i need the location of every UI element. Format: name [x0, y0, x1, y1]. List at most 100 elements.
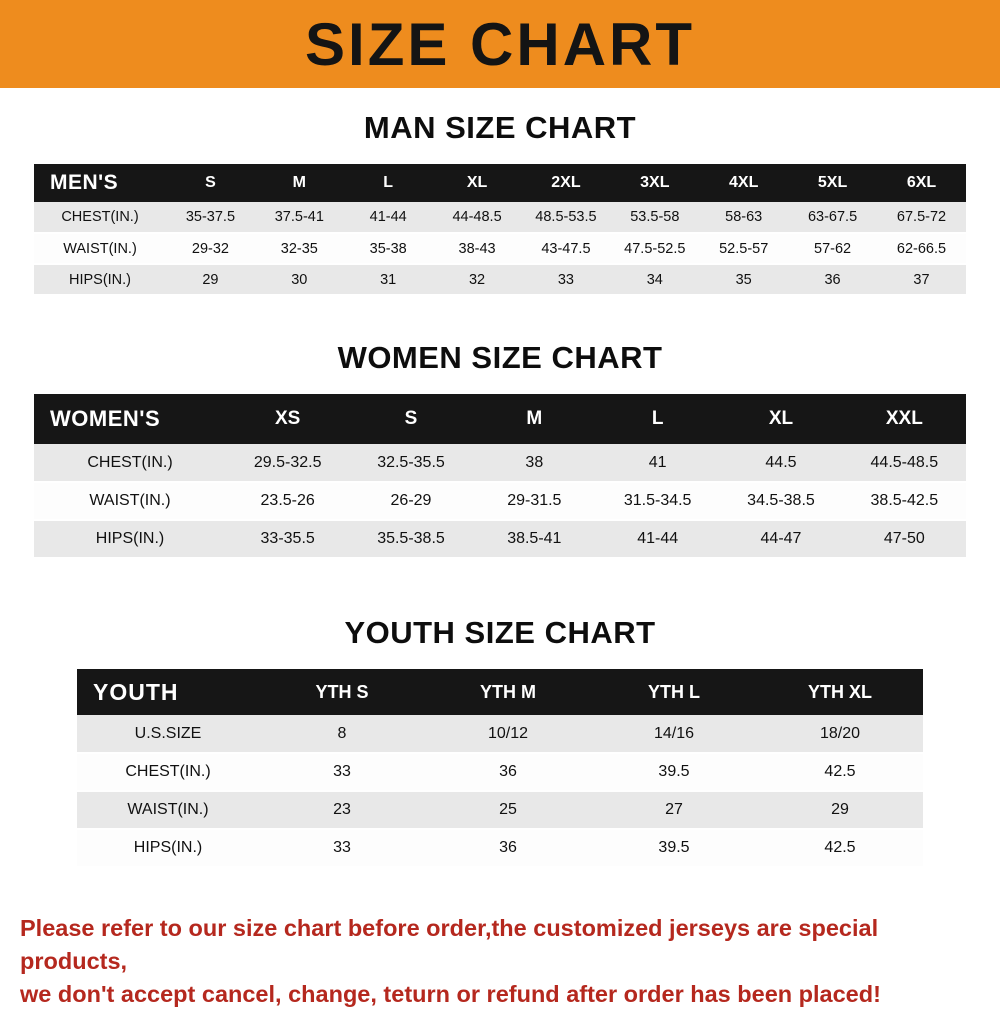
size-value: 29-32 [166, 233, 255, 265]
size-value: 42.5 [757, 753, 923, 792]
column-header: 4XL [699, 164, 789, 202]
table-row: WAIST(IN.) 29-32 32-35 35-38 38-43 43-47.5 47.… [34, 233, 966, 265]
column-header: M [254, 164, 344, 202]
man-size-section: MAN SIZE CHART MEN'S S M L XL 2XL 3XL 4XL 5XL 6XL… [0, 110, 1000, 296]
size-value: 38 [472, 444, 596, 483]
size-value: 39.5 [591, 753, 757, 792]
size-value: 33 [521, 264, 611, 296]
table-row: HIPS(IN.) 33 36 39.5 42.5 [77, 829, 923, 868]
size-value: 38-43 [432, 233, 522, 265]
table-row: HIPS(IN.) 33-35.5 35.5-38.5 38.5-41 41-44 44-… [34, 520, 966, 559]
size-value: 36 [425, 753, 591, 792]
size-value: 14/16 [591, 715, 757, 754]
size-value: 23 [259, 791, 425, 830]
size-value: 32 [432, 264, 522, 296]
size-value: 52.5-57 [699, 233, 789, 265]
size-value: 53.5-58 [610, 202, 700, 234]
table-title-cell: WOMEN'S [34, 394, 226, 444]
size-value: 10/12 [425, 715, 591, 754]
youth-size-section: YOUTH SIZE CHART YOUTH YTH S YTH M YTH L YTH… [0, 615, 1000, 868]
size-value: 62-66.5 [877, 233, 966, 265]
youth-size-table: YOUTH YTH S YTH M YTH L YTH XL U.S.SIZE 8 10/12… [77, 669, 923, 868]
size-value: 41-44 [343, 202, 433, 234]
column-header: YTH XL [757, 669, 923, 715]
row-label: WAIST(IN.) [77, 791, 259, 830]
row-label: CHEST(IN.) [34, 444, 226, 483]
size-value: 42.5 [757, 829, 923, 868]
size-value: 58-63 [699, 202, 789, 234]
size-value: 57-62 [788, 233, 877, 265]
note-line-2: we don't accept cancel, change, teturn o… [20, 980, 881, 1007]
size-value: 44.5 [719, 444, 843, 483]
size-value: 31.5-34.5 [595, 482, 720, 521]
man-size-table: MEN'S S M L XL 2XL 3XL 4XL 5XL 6XL CHEST(IN.) 35-37… [34, 164, 966, 296]
size-value: 34.5-38.5 [719, 482, 843, 521]
column-header: XS [226, 394, 350, 444]
row-label: CHEST(IN.) [34, 202, 166, 234]
youth-size-heading: YOUTH SIZE CHART [344, 615, 656, 650]
table-row: WAIST(IN.) 23.5-26 26-29 29-31.5 31.5-34.5 34… [34, 482, 966, 521]
size-value: 39.5 [591, 829, 757, 868]
size-value: 38.5-42.5 [842, 482, 966, 521]
women-size-table: WOMEN'S XS S M L XL XXL CHEST(IN.) 29.5-32.5 32.5… [34, 394, 966, 559]
size-value: 29-31.5 [472, 482, 596, 521]
column-header: YTH S [259, 669, 425, 715]
size-value: 32-35 [254, 233, 344, 265]
column-header: YTH M [425, 669, 591, 715]
size-value: 35 [699, 264, 789, 296]
size-value: 44-47 [719, 520, 843, 559]
table-title-cell: MEN'S [34, 164, 166, 202]
size-value: 63-67.5 [788, 202, 877, 234]
table-row: U.S.SIZE 8 10/12 14/16 18/20 [77, 715, 923, 754]
size-value: 35-37.5 [166, 202, 255, 234]
size-value: 29 [757, 791, 923, 830]
size-value: 43-47.5 [521, 233, 611, 265]
size-value: 26-29 [349, 482, 473, 521]
header-row: MEN'S S M L XL 2XL 3XL 4XL 5XL 6XL [34, 164, 966, 202]
size-value: 33 [259, 753, 425, 792]
row-label: CHEST(IN.) [77, 753, 259, 792]
table-row: WAIST(IN.) 23 25 27 29 [77, 791, 923, 830]
women-size-section: WOMEN SIZE CHART WOMEN'S XS S M L XL XXL CHEST(… [0, 340, 1000, 559]
size-value: 33-35.5 [226, 520, 350, 559]
header-row: YOUTH YTH S YTH M YTH L YTH XL [77, 669, 923, 715]
size-value: 47.5-52.5 [610, 233, 700, 265]
column-header: S [166, 164, 255, 202]
row-label: HIPS(IN.) [77, 829, 259, 868]
column-header: 5XL [788, 164, 877, 202]
column-header: 2XL [521, 164, 611, 202]
table-title-cell: YOUTH [77, 669, 259, 715]
column-header: L [595, 394, 720, 444]
table-row: CHEST(IN.) 29.5-32.5 32.5-35.5 38 41 44.5 44.5… [34, 444, 966, 483]
row-label: WAIST(IN.) [34, 482, 226, 521]
size-value: 67.5-72 [877, 202, 966, 234]
size-value: 31 [343, 264, 433, 296]
column-header: 6XL [877, 164, 966, 202]
table-row: CHEST(IN.) 35-37.5 37.5-41 41-44 44-48.5 48.5… [34, 202, 966, 234]
size-value: 33 [259, 829, 425, 868]
size-value: 23.5-26 [226, 482, 350, 521]
size-value: 48.5-53.5 [521, 202, 611, 234]
table-row: HIPS(IN.) 29 30 31 32 33 34 35 36 37 [34, 264, 966, 296]
size-value: 47-50 [842, 520, 966, 559]
size-value: 8 [259, 715, 425, 754]
size-value: 36 [788, 264, 877, 296]
row-label: HIPS(IN.) [34, 520, 226, 559]
size-value: 36 [425, 829, 591, 868]
column-header: S [349, 394, 473, 444]
size-value: 29 [166, 264, 255, 296]
size-value: 41 [595, 444, 720, 483]
size-value: 44.5-48.5 [842, 444, 966, 483]
column-header: YTH L [591, 669, 757, 715]
table-row: CHEST(IN.) 33 36 39.5 42.5 [77, 753, 923, 792]
size-value: 35-38 [343, 233, 433, 265]
column-header: 3XL [610, 164, 700, 202]
size-value: 35.5-38.5 [349, 520, 473, 559]
column-header: L [343, 164, 433, 202]
size-value: 30 [254, 264, 344, 296]
note-line-1: Please refer to our size chart before or… [20, 915, 879, 974]
size-value: 34 [610, 264, 700, 296]
size-value: 37.5-41 [254, 202, 344, 234]
column-header: XL [719, 394, 843, 444]
column-header: M [472, 394, 596, 444]
